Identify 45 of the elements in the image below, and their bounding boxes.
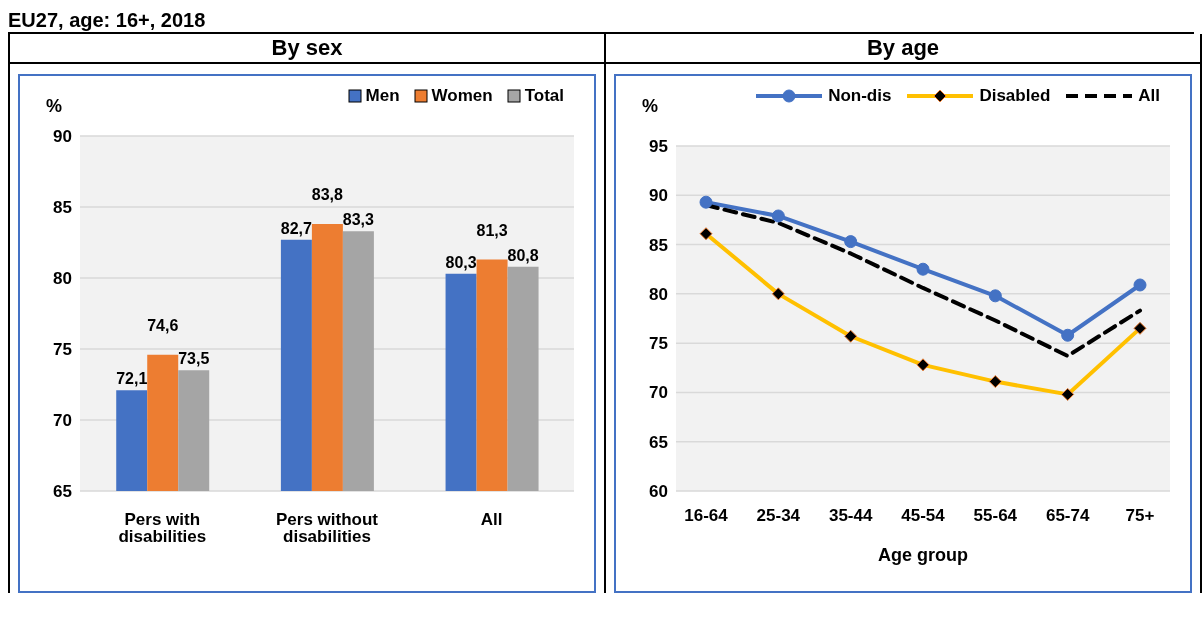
text: EU27, age: 16+, 2018: [8, 8, 207, 32]
x-tick-label: All: [480, 510, 503, 530]
legend-label: Non-dis: [828, 86, 892, 106]
y-axis-title: %: [46, 96, 63, 117]
x-tick-label: 65-74: [1045, 506, 1090, 526]
x-tick-label: 25-34: [756, 506, 801, 526]
legend-label: Men: [365, 86, 400, 106]
data-label: 82,7: [280, 219, 313, 237]
data-label: 83,3: [342, 211, 375, 229]
x-axis-title: Age group: [878, 545, 968, 565]
data-label: 74,6: [147, 316, 179, 334]
y-tick-label: 85: [53, 198, 72, 218]
y-tick-label: 60: [649, 482, 668, 502]
y-tick-label: 65: [53, 482, 72, 502]
legend-label: Women: [431, 86, 493, 106]
y-tick-label: 65: [649, 432, 668, 452]
y-tick-label: 75: [649, 334, 668, 354]
data-label: 81,3: [476, 221, 508, 239]
y-tick-label: 75: [53, 340, 72, 360]
x-tick-label: 45-54: [901, 506, 946, 526]
x-tick-label: 75+: [1125, 506, 1155, 526]
legend-label: Disabled: [979, 86, 1051, 106]
y-axis-title: %: [642, 96, 659, 117]
y-tick-label: 80: [53, 269, 72, 289]
chart-title: By age: [606, 34, 1200, 64]
y-tick-label: 90: [53, 127, 72, 147]
y-tick-label: 70: [53, 411, 72, 431]
y-tick-label: 95: [649, 137, 668, 157]
x-tick-label: 16-64: [684, 506, 729, 526]
chart-title: By sex: [10, 34, 604, 64]
data-label: 83,8: [311, 186, 344, 204]
legend-label: All: [1138, 86, 1160, 106]
y-tick-label: 90: [649, 186, 668, 206]
x-tick-label: 35-44: [828, 506, 873, 526]
data-label: 80,3: [445, 253, 477, 271]
x-tick-label: Pers with disabilities: [118, 510, 207, 547]
data-label: 73,5: [178, 350, 210, 368]
y-tick-label: 80: [649, 284, 668, 304]
data-label: 80,8: [507, 246, 539, 264]
x-tick-label: 55-64: [973, 506, 1018, 526]
y-tick-label: 85: [649, 235, 668, 255]
x-tick-label: Pers without disabilities: [275, 510, 379, 547]
legend-label: Total: [524, 86, 564, 106]
y-tick-label: 70: [649, 383, 668, 403]
data-label: 72,1: [116, 370, 148, 388]
